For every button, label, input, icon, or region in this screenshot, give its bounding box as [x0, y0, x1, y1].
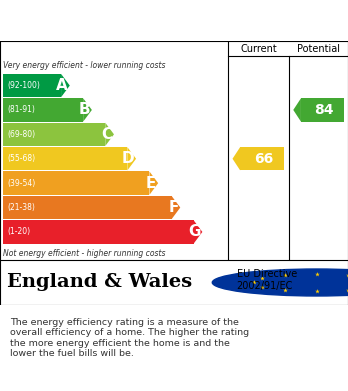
Text: England & Wales: England & Wales — [7, 273, 192, 292]
Polygon shape — [127, 147, 136, 170]
Text: EU Directive
2002/91/EC: EU Directive 2002/91/EC — [237, 269, 297, 291]
Text: E: E — [146, 176, 156, 191]
Text: (69-80): (69-80) — [7, 130, 35, 139]
FancyBboxPatch shape — [3, 172, 149, 195]
Text: B: B — [79, 102, 90, 117]
FancyBboxPatch shape — [3, 147, 127, 170]
Text: Potential: Potential — [297, 44, 340, 54]
Text: Energy Efficiency Rating: Energy Efficiency Rating — [50, 11, 298, 30]
FancyBboxPatch shape — [240, 147, 284, 170]
Circle shape — [212, 269, 348, 296]
Text: 66: 66 — [254, 152, 274, 166]
Polygon shape — [105, 123, 114, 146]
Text: (39-54): (39-54) — [7, 179, 35, 188]
Text: A: A — [56, 78, 68, 93]
Text: (81-91): (81-91) — [7, 106, 35, 115]
Text: C: C — [101, 127, 112, 142]
Polygon shape — [149, 172, 158, 195]
FancyBboxPatch shape — [3, 98, 83, 122]
Text: (55-68): (55-68) — [7, 154, 35, 163]
Text: Current: Current — [240, 44, 277, 54]
FancyBboxPatch shape — [3, 196, 172, 219]
Text: Very energy efficient - lower running costs: Very energy efficient - lower running co… — [3, 61, 166, 70]
FancyBboxPatch shape — [3, 74, 61, 97]
FancyBboxPatch shape — [3, 220, 193, 244]
Text: The energy efficiency rating is a measure of the
overall efficiency of a home. T: The energy efficiency rating is a measur… — [10, 318, 250, 358]
Polygon shape — [293, 98, 301, 122]
Text: (92-100): (92-100) — [7, 81, 40, 90]
Polygon shape — [172, 196, 180, 219]
Polygon shape — [61, 74, 70, 97]
Text: G: G — [188, 224, 200, 239]
FancyBboxPatch shape — [301, 98, 343, 122]
FancyBboxPatch shape — [3, 123, 105, 146]
Polygon shape — [193, 220, 203, 244]
Text: 84: 84 — [314, 103, 334, 117]
Text: D: D — [122, 151, 134, 166]
Text: Not energy efficient - higher running costs: Not energy efficient - higher running co… — [3, 249, 166, 258]
Text: (21-38): (21-38) — [7, 203, 35, 212]
Text: (1-20): (1-20) — [7, 228, 30, 237]
Polygon shape — [232, 147, 240, 170]
Polygon shape — [83, 98, 92, 122]
Text: F: F — [168, 200, 179, 215]
